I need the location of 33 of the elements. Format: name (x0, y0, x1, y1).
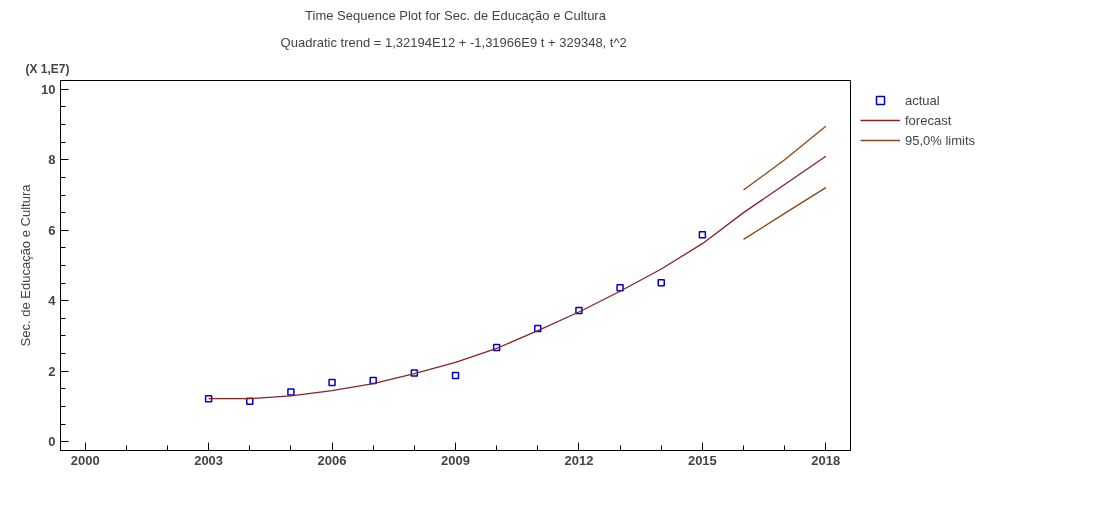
point (698, 231, 707, 239)
point (534, 324, 542, 333)
y-tick-label: 6 (48, 222, 56, 238)
x-tick-label: 2018 (811, 452, 841, 468)
chart-title: Time Sequence Plot for Sec. de Educação e Cultura (305, 7, 607, 23)
point (246, 397, 254, 405)
x-tick-label: 2009 (441, 452, 470, 468)
x-tick-label: 2003 (194, 452, 224, 468)
legend-label: actual (905, 92, 940, 108)
chart-subtitle: Quadratic trend = 1,32194E12 + -1,31966E9 t + 329348, t^2 (280, 34, 627, 50)
y-tick-label: 10 (41, 81, 56, 97)
point (657, 279, 665, 287)
point (616, 283, 624, 292)
y-axis-title: Sec. de Educação e Cultura (18, 183, 34, 347)
point (451, 371, 460, 380)
x-tick-label: 2000 (70, 452, 100, 468)
legend-label: 95,0% limits (905, 132, 976, 148)
point (410, 369, 419, 377)
point (369, 376, 377, 385)
text: (X 1,E7) (25, 61, 70, 76)
point (328, 378, 336, 387)
y-tick-label: 8 (48, 152, 56, 168)
point (492, 343, 501, 352)
legend-label: forecast (905, 112, 952, 128)
x-tick-label: 2015 (687, 452, 717, 468)
y-tick-label: 0 (48, 434, 56, 450)
point (287, 388, 295, 396)
x-tick-label: 2006 (317, 452, 347, 468)
point (204, 394, 213, 403)
x-tick-label: 2012 (564, 452, 594, 468)
y-tick-label: 2 (48, 363, 56, 379)
y-tick-label: 4 (48, 293, 57, 309)
point (575, 306, 583, 315)
